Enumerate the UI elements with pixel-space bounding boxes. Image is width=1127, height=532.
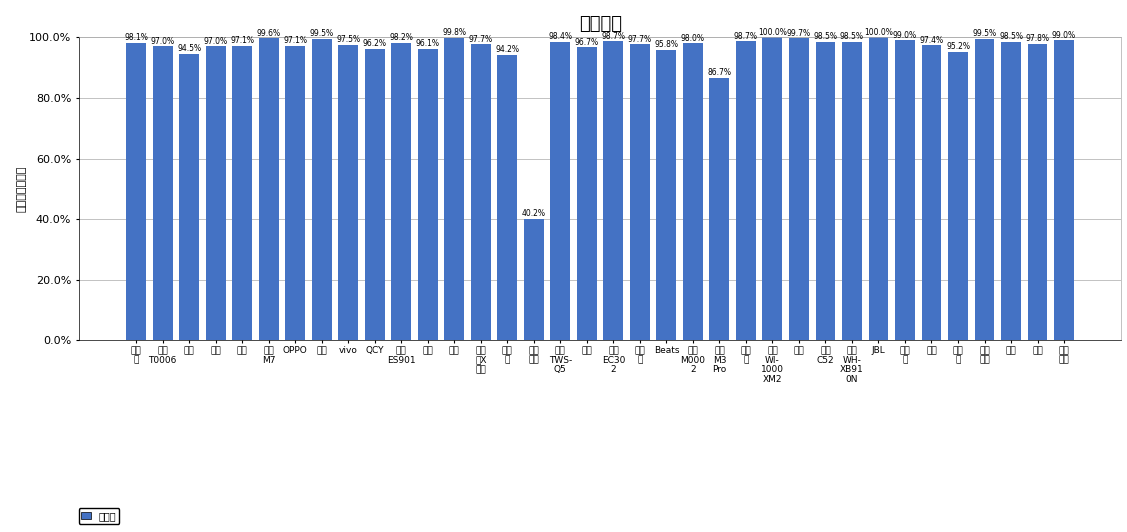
- Text: 99.6%: 99.6%: [257, 29, 281, 38]
- Text: 97.7%: 97.7%: [628, 35, 651, 44]
- Bar: [603, 41, 623, 340]
- Bar: [869, 37, 888, 340]
- Bar: [736, 41, 756, 340]
- Text: 98.4%: 98.4%: [549, 32, 573, 41]
- Bar: [816, 42, 835, 340]
- Text: 86.7%: 86.7%: [708, 68, 731, 77]
- Bar: [948, 52, 968, 340]
- Text: 97.0%: 97.0%: [151, 37, 175, 46]
- Bar: [550, 42, 570, 340]
- Bar: [842, 42, 862, 340]
- Bar: [763, 37, 782, 340]
- Text: 99.0%: 99.0%: [893, 31, 917, 40]
- Text: 94.2%: 94.2%: [496, 45, 520, 54]
- Text: 97.8%: 97.8%: [1026, 34, 1049, 43]
- Text: 94.5%: 94.5%: [177, 44, 202, 53]
- Bar: [206, 46, 225, 340]
- Title: 通话降噪: 通话降噪: [578, 15, 622, 33]
- Bar: [179, 54, 199, 340]
- Text: 97.1%: 97.1%: [230, 36, 255, 45]
- Text: 99.5%: 99.5%: [310, 29, 334, 38]
- Text: 97.5%: 97.5%: [336, 35, 361, 44]
- Bar: [1028, 44, 1047, 340]
- Text: 95.2%: 95.2%: [946, 42, 970, 51]
- Bar: [338, 45, 358, 340]
- Bar: [524, 219, 544, 340]
- Bar: [418, 49, 437, 340]
- Bar: [895, 40, 915, 340]
- Bar: [710, 78, 729, 340]
- Bar: [444, 38, 464, 340]
- Bar: [471, 44, 490, 340]
- Bar: [789, 38, 809, 340]
- Text: 98.2%: 98.2%: [389, 33, 414, 42]
- Text: 98.5%: 98.5%: [999, 32, 1023, 41]
- Y-axis label: 主观测试正确率: 主观测试正确率: [16, 165, 26, 212]
- Bar: [365, 49, 384, 340]
- Text: 98.1%: 98.1%: [124, 34, 148, 43]
- Text: 96.7%: 96.7%: [575, 38, 598, 47]
- Bar: [312, 39, 331, 340]
- Legend: 正确率: 正确率: [79, 508, 119, 523]
- Bar: [497, 55, 517, 340]
- Text: 98.5%: 98.5%: [814, 32, 837, 41]
- Text: 97.0%: 97.0%: [204, 37, 228, 46]
- Bar: [1054, 40, 1074, 340]
- Text: 99.5%: 99.5%: [973, 29, 996, 38]
- Text: 96.1%: 96.1%: [416, 39, 440, 48]
- Text: 98.0%: 98.0%: [681, 34, 704, 43]
- Text: 97.4%: 97.4%: [920, 36, 943, 45]
- Bar: [126, 43, 147, 340]
- Text: 95.8%: 95.8%: [655, 40, 678, 49]
- Text: 98.7%: 98.7%: [734, 31, 758, 40]
- Text: 99.0%: 99.0%: [1051, 31, 1076, 40]
- Bar: [656, 50, 676, 340]
- Bar: [391, 43, 411, 340]
- Text: 98.5%: 98.5%: [840, 32, 864, 41]
- Text: 97.7%: 97.7%: [469, 35, 492, 44]
- Text: 100.0%: 100.0%: [864, 28, 893, 37]
- Text: 98.7%: 98.7%: [602, 31, 625, 40]
- Bar: [153, 46, 172, 340]
- Text: 99.8%: 99.8%: [442, 28, 467, 37]
- Bar: [285, 46, 305, 340]
- Text: 99.7%: 99.7%: [787, 29, 811, 38]
- Bar: [975, 39, 994, 340]
- Bar: [1001, 42, 1021, 340]
- Text: 100.0%: 100.0%: [758, 28, 787, 37]
- Bar: [259, 38, 278, 340]
- Bar: [630, 44, 650, 340]
- Bar: [683, 43, 703, 340]
- Text: 96.2%: 96.2%: [363, 39, 387, 48]
- Bar: [922, 45, 941, 340]
- Text: 40.2%: 40.2%: [522, 209, 545, 218]
- Bar: [232, 46, 252, 340]
- Text: 97.1%: 97.1%: [283, 36, 308, 45]
- Bar: [577, 47, 597, 340]
